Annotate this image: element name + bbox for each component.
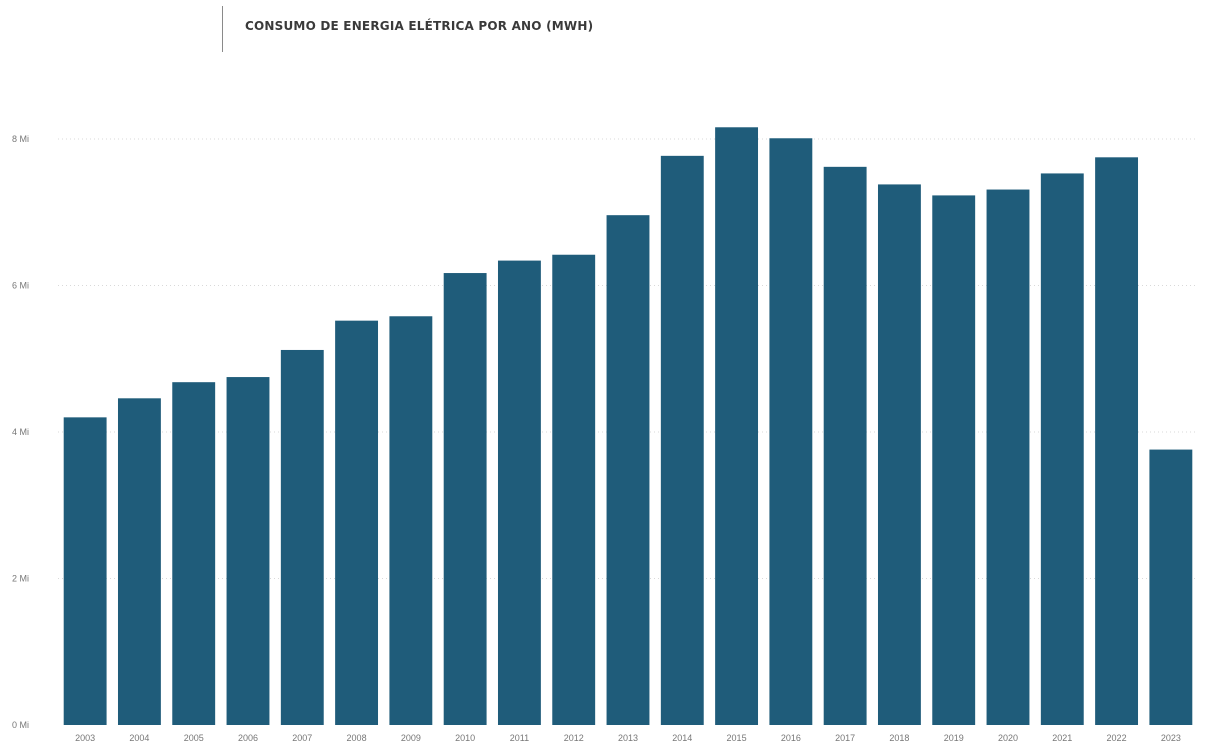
x-tick-label: 2016: [781, 733, 801, 743]
bar-2016[interactable]: [769, 138, 813, 725]
y-tick-label: 0 Mi: [12, 720, 29, 730]
title-divider: CONSUMO DE ENERGIA ELÉTRICA POR ANO (MWH…: [222, 6, 593, 52]
bar-2021[interactable]: [1040, 173, 1084, 726]
x-tick-label: 2008: [347, 733, 367, 743]
bar-2017[interactable]: [823, 166, 867, 725]
bar-2022[interactable]: [1095, 157, 1139, 725]
x-tick-label: 2009: [401, 733, 421, 743]
bar-2012[interactable]: [552, 254, 596, 726]
x-tick-label: 2018: [889, 733, 909, 743]
bar-2009[interactable]: [389, 316, 433, 725]
bars: [63, 127, 1193, 726]
bar-2005[interactable]: [172, 382, 216, 725]
bar-2006[interactable]: [226, 377, 270, 725]
bar-2019[interactable]: [932, 195, 976, 726]
chart-title: CONSUMO DE ENERGIA ELÉTRICA POR ANO (MWH…: [245, 19, 594, 33]
y-tick-label: 2 Mi: [12, 574, 29, 584]
x-tick-label: 2015: [727, 733, 747, 743]
bar-2003[interactable]: [63, 417, 107, 725]
x-tick-label: 2020: [998, 733, 1018, 743]
x-tick-label: 2022: [1107, 733, 1127, 743]
bar-2010[interactable]: [443, 273, 487, 725]
x-tick-label: 2003: [75, 733, 95, 743]
x-axis: 2003 2004 2005 2006 2007 2008 2009 2010 2011 2012…: [75, 733, 1181, 743]
y-axis: 0 Mi 2 Mi 4 Mi 6 Mi 8 Mi: [12, 134, 29, 730]
x-tick-label: 2021: [1052, 733, 1072, 743]
bar-2004[interactable]: [117, 398, 161, 725]
y-tick-label: 6 Mi: [12, 281, 29, 291]
bar-2007[interactable]: [280, 349, 324, 725]
x-tick-label: 2011: [510, 733, 529, 743]
y-tick-label: 4 Mi: [12, 427, 29, 437]
bar-2013[interactable]: [606, 215, 650, 725]
x-tick-label: 2007: [292, 733, 312, 743]
bar-2014[interactable]: [660, 155, 704, 725]
x-tick-label: 2014: [672, 733, 692, 743]
x-tick-label: 2006: [238, 733, 258, 743]
x-tick-label: 2019: [944, 733, 964, 743]
x-tick-label: 2013: [618, 733, 638, 743]
bar-2018[interactable]: [877, 184, 921, 726]
x-tick-label: 2010: [455, 733, 475, 743]
x-tick-label: 2005: [184, 733, 204, 743]
bar-2008[interactable]: [335, 320, 379, 725]
x-tick-label: 2023: [1161, 733, 1181, 743]
bar-2015[interactable]: [715, 127, 759, 725]
y-tick-label: 8 Mi: [12, 134, 29, 144]
x-tick-label: 2004: [129, 733, 149, 743]
bar-2020[interactable]: [986, 189, 1030, 726]
bar-2011[interactable]: [497, 260, 541, 725]
x-tick-label: 2012: [564, 733, 584, 743]
bar-2023[interactable]: [1149, 449, 1193, 725]
x-tick-label: 2017: [835, 733, 855, 743]
